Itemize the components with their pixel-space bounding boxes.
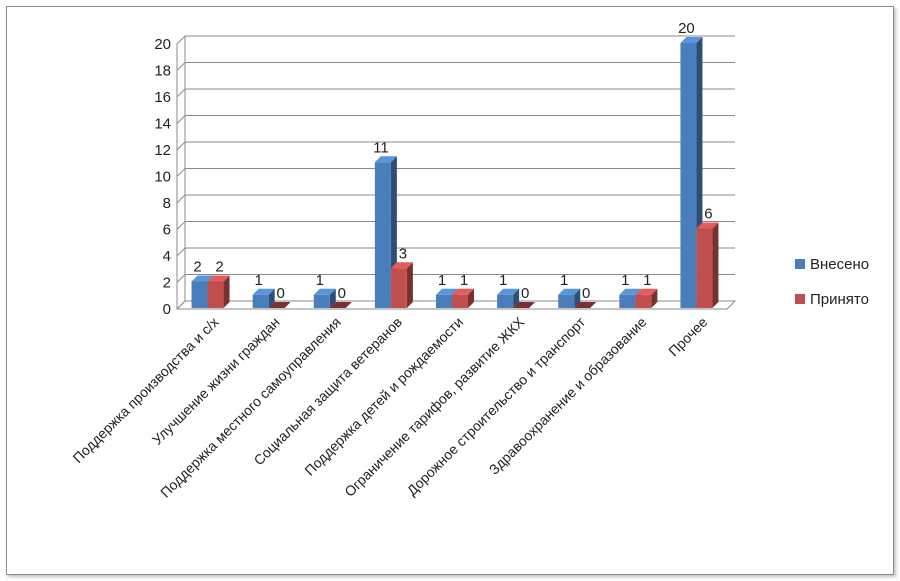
bar-top [619, 288, 642, 295]
bar-side [513, 288, 520, 308]
bar [558, 294, 575, 308]
bar-side [468, 288, 474, 308]
y-tick-label: 20 [154, 36, 171, 53]
gridline-depth [176, 247, 186, 257]
data-label: 2 [215, 259, 223, 276]
legend-label: Принято [810, 291, 869, 308]
data-label: 1 [254, 272, 262, 289]
bar [452, 294, 468, 308]
bar [313, 294, 330, 308]
data-label: 3 [399, 245, 407, 262]
legend-swatch [795, 294, 805, 304]
bar-side [406, 262, 413, 308]
bar-zero [513, 302, 536, 308]
data-label: 2 [193, 259, 201, 276]
bar [497, 294, 514, 308]
bar-side [651, 288, 658, 308]
legend: Внесено Принято [795, 256, 869, 308]
bar-zero [268, 302, 291, 308]
bar-side [329, 288, 336, 308]
gridline-depth [176, 141, 186, 151]
legend-label: Внесено [810, 256, 869, 273]
data-label: 0 [521, 285, 529, 302]
data-label: 6 [704, 206, 712, 223]
data-label: 1 [560, 272, 568, 289]
legend-swatch [795, 259, 805, 269]
gridline-depth [176, 221, 186, 230]
gridline-depth [176, 62, 186, 71]
bar-top [191, 275, 214, 282]
y-tick-label: 6 [163, 222, 171, 239]
data-label: 1 [316, 272, 324, 289]
bar-top [696, 222, 719, 229]
data-label: 0 [582, 285, 590, 302]
y-tick-label: 4 [163, 248, 171, 265]
bar [252, 294, 269, 308]
data-label: 1 [499, 272, 507, 289]
bar-side [223, 275, 230, 308]
gridline-depth [176, 168, 186, 177]
bar-top [635, 288, 658, 295]
chart-frame: 0 2 4 6 8 10 12 14 16 18 20 2 2 Поддержка производств… [6, 6, 894, 575]
y-tick-label: 2 [163, 275, 171, 292]
data-label: 0 [276, 285, 284, 302]
bar-side [574, 288, 581, 308]
y-tick-label: 0 [163, 301, 171, 318]
x-tick-label: Улучшение жизни граждан [149, 314, 283, 448]
bar-top [313, 288, 336, 295]
bar [635, 294, 652, 308]
data-label: 1 [438, 272, 446, 289]
bar-top [390, 262, 413, 269]
bar [436, 294, 452, 308]
y-tick-label: 14 [154, 116, 171, 133]
bar-side [268, 288, 275, 308]
bar-top [680, 37, 703, 43]
bar-top [207, 275, 230, 282]
bar [207, 281, 224, 308]
floor [175, 300, 737, 310]
data-label: 0 [338, 285, 346, 302]
y-tick-label: 12 [154, 142, 171, 159]
grid-layer [175, 35, 737, 310]
bar-top [452, 288, 474, 295]
bar-top [558, 288, 581, 295]
bar [619, 294, 636, 308]
bar-zero [574, 302, 597, 308]
data-label: 20 [678, 20, 695, 37]
gridline-depth [176, 194, 186, 204]
bar-zero [329, 302, 352, 308]
bar [696, 228, 713, 308]
gridline-depth [176, 35, 186, 45]
data-label: 11 [373, 139, 389, 156]
bar-top [436, 288, 458, 295]
bar [191, 281, 208, 308]
bar-top [374, 156, 397, 163]
y-tick-label: 16 [154, 89, 171, 106]
x-tick-label: Прочее [665, 314, 711, 360]
gridline-depth [176, 88, 186, 98]
bar [680, 43, 697, 308]
y-tick-label: 10 [154, 169, 171, 186]
bar-top [497, 288, 520, 295]
y-tick-label: 18 [154, 63, 171, 80]
bar [374, 162, 391, 308]
bar [390, 268, 407, 308]
data-label: 1 [643, 272, 651, 289]
bar-top [252, 288, 275, 295]
gridline-depth [176, 274, 186, 283]
bars-layer [191, 37, 719, 308]
gridline-depth [176, 115, 186, 124]
data-label: 1 [621, 272, 629, 289]
bar-side [712, 222, 719, 308]
data-label: 1 [460, 272, 468, 289]
y-tick-label: 8 [163, 195, 171, 212]
